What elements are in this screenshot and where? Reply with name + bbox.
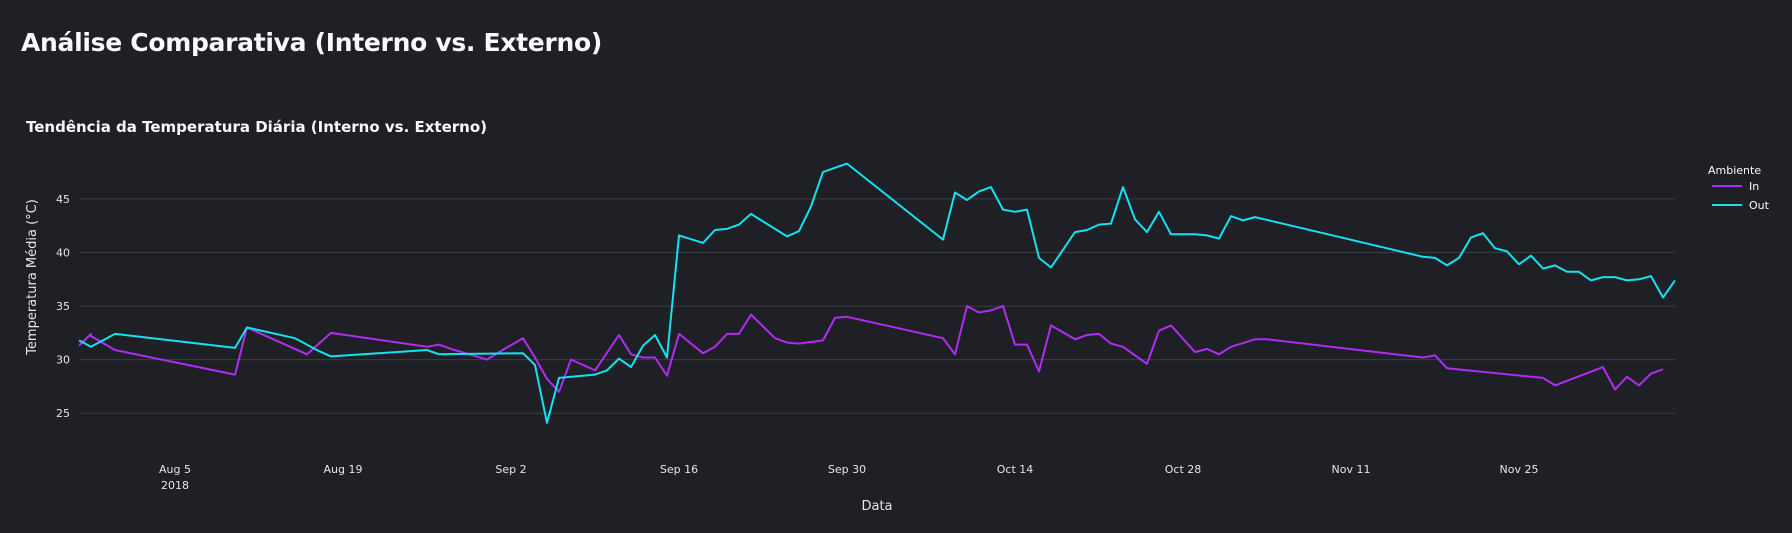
x-tick-label: Sep 30 bbox=[828, 463, 866, 476]
chart-container: Tendência da Temperatura Diária (Interno… bbox=[0, 100, 1792, 533]
x-tick-label: Aug 5 bbox=[159, 463, 191, 476]
legend-item-out[interactable]: Out bbox=[1749, 199, 1770, 212]
series-line-out[interactable] bbox=[78, 162, 1676, 424]
y-tick-label: 25 bbox=[56, 407, 70, 420]
y-tick-label: 45 bbox=[56, 193, 70, 206]
x-tick-sublabel: 2018 bbox=[161, 479, 189, 492]
line-chart[interactable]: Tendência da Temperatura Diária (Interno… bbox=[0, 100, 1792, 533]
y-tick-label: 30 bbox=[56, 354, 70, 367]
x-tick-label: Aug 19 bbox=[324, 463, 363, 476]
series-lines[interactable] bbox=[78, 162, 1676, 424]
y-tick-label: 40 bbox=[56, 247, 70, 260]
legend-item-in[interactable]: In bbox=[1749, 180, 1759, 193]
gridlines bbox=[79, 198, 1675, 414]
series-line-in[interactable] bbox=[78, 305, 1664, 393]
chart-title: Tendência da Temperatura Diária (Interno… bbox=[26, 118, 487, 136]
x-tick-label: Sep 2 bbox=[495, 463, 526, 476]
x-tick-label: Oct 14 bbox=[997, 463, 1034, 476]
x-tick-label: Nov 11 bbox=[1332, 463, 1371, 476]
page-title: Análise Comparativa (Interno vs. Externo… bbox=[21, 28, 602, 57]
legend[interactable]: Ambiente In Out bbox=[1708, 164, 1770, 212]
x-tick-label: Oct 28 bbox=[1165, 463, 1202, 476]
y-tick-label: 35 bbox=[56, 300, 70, 313]
x-axis-ticks: Aug 5 2018 Aug 19 Sep 2 Sep 16 Sep 30 Oct 14 Oc… bbox=[159, 463, 1538, 492]
y-axis-title: Temperatura Média (°C) bbox=[25, 199, 40, 356]
x-tick-label: Nov 25 bbox=[1500, 463, 1539, 476]
legend-title: Ambiente bbox=[1708, 164, 1761, 177]
x-axis-title: Data bbox=[861, 499, 892, 514]
y-axis-ticks: 25 30 35 40 45 bbox=[56, 193, 70, 420]
x-tick-label: Sep 16 bbox=[660, 463, 698, 476]
